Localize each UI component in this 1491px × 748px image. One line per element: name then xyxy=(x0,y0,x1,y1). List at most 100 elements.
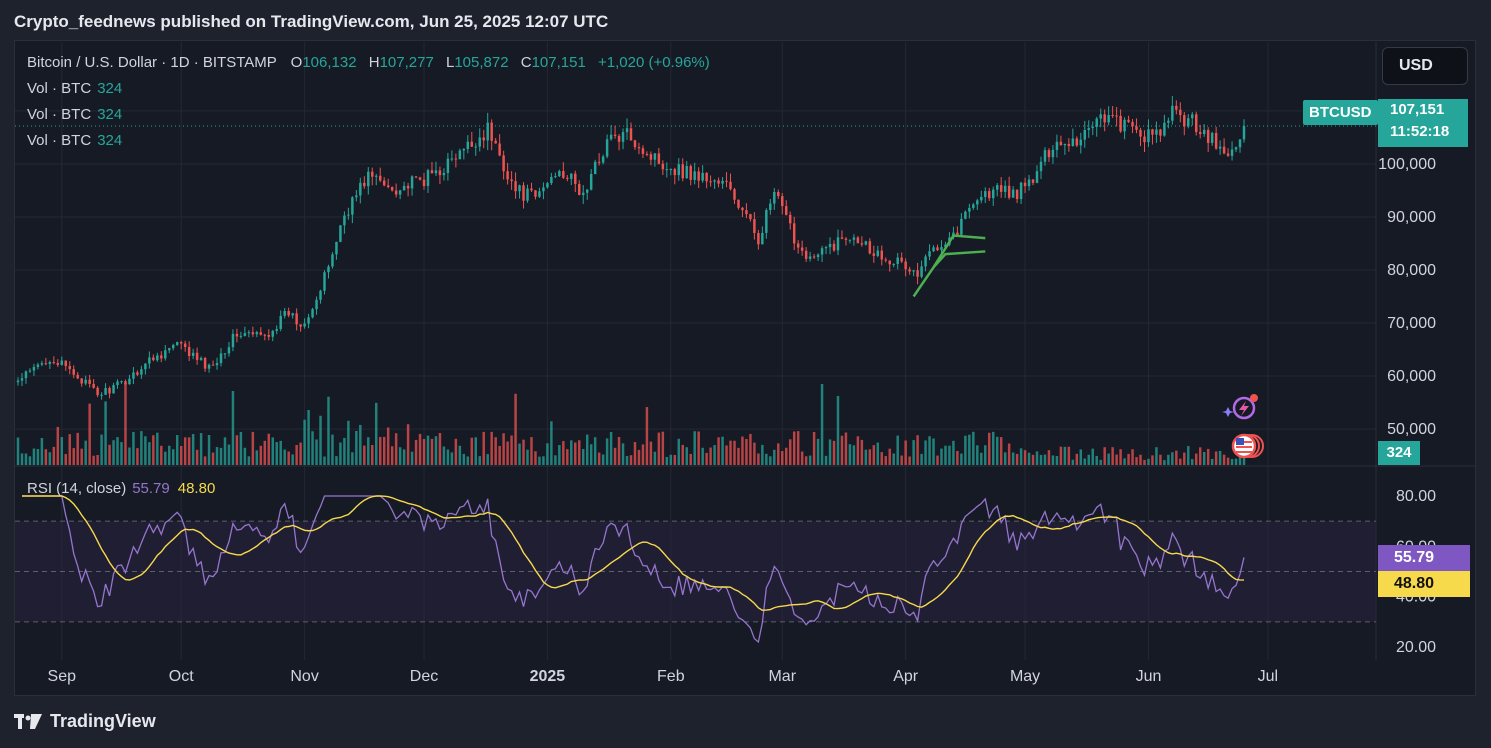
volume-bar xyxy=(179,446,183,465)
volume-bar xyxy=(458,445,462,465)
volume-bar xyxy=(239,431,243,465)
candle xyxy=(371,171,374,177)
candle xyxy=(1047,150,1051,158)
volume-bar xyxy=(418,433,422,465)
candle xyxy=(701,172,704,181)
volume-bar xyxy=(219,447,223,465)
candle xyxy=(343,215,346,226)
volume-bar xyxy=(108,444,111,465)
us-flag-icon[interactable] xyxy=(1231,433,1264,459)
candle xyxy=(1039,161,1043,172)
candle xyxy=(156,355,159,361)
candle xyxy=(1051,149,1055,158)
candle xyxy=(458,150,462,160)
candle xyxy=(1071,138,1075,147)
lightning-icon[interactable] xyxy=(1222,394,1258,420)
volume-bar xyxy=(1079,449,1083,465)
ticker-label: BTCUSD xyxy=(1303,100,1378,125)
volume-bar xyxy=(753,442,756,465)
candle xyxy=(828,243,832,248)
candle xyxy=(152,357,155,361)
volume-bar xyxy=(1194,453,1198,465)
candle xyxy=(570,173,573,179)
volume-bar xyxy=(112,440,115,465)
volume-bar xyxy=(215,447,219,465)
candle xyxy=(1027,179,1031,187)
volume-bar xyxy=(554,455,557,465)
volume-bar xyxy=(1047,450,1051,465)
candle xyxy=(474,146,477,148)
tradingview-logo[interactable]: TradingView xyxy=(14,711,156,732)
volume-bar xyxy=(637,449,641,465)
pattern-line xyxy=(912,234,986,298)
candle xyxy=(1123,119,1126,132)
candle xyxy=(510,179,513,182)
volume-bar xyxy=(24,453,28,465)
candle xyxy=(450,158,454,160)
volume-bar xyxy=(518,443,521,465)
volume-legend: Vol · BTC 324 xyxy=(27,132,122,149)
volume-bar xyxy=(550,421,553,465)
candle xyxy=(968,207,971,212)
candle xyxy=(1135,126,1138,130)
candle xyxy=(995,185,999,190)
volume-bar xyxy=(769,456,772,465)
volume-bar xyxy=(430,438,434,465)
candle xyxy=(494,140,497,144)
candle xyxy=(291,313,294,316)
volume-bar xyxy=(729,440,732,465)
volume-bar xyxy=(343,437,346,465)
candle xyxy=(195,352,199,360)
volume-bar xyxy=(940,448,943,465)
candle xyxy=(259,332,263,335)
volume-bar xyxy=(502,433,505,465)
candle xyxy=(629,128,633,141)
candle xyxy=(872,253,876,256)
candle xyxy=(653,153,657,160)
candle xyxy=(434,170,438,174)
candle xyxy=(988,191,991,199)
candle xyxy=(40,363,44,365)
price-tick-label: 60,000 xyxy=(1387,368,1436,385)
candle xyxy=(1011,189,1015,198)
candle xyxy=(116,381,119,386)
candle xyxy=(876,250,880,256)
volume-bar xyxy=(669,454,673,465)
rsi-line xyxy=(21,495,1245,644)
volume-bar xyxy=(20,453,24,465)
candle xyxy=(721,180,724,184)
candle xyxy=(470,141,474,147)
volume-bar xyxy=(367,437,370,465)
volume-bar xyxy=(335,456,338,465)
events-markers[interactable] xyxy=(1222,393,1266,463)
candle xyxy=(1183,115,1186,127)
volume-label: Vol · BTC xyxy=(27,80,92,97)
volume-bar xyxy=(140,431,143,465)
volume-bar xyxy=(816,438,820,465)
volume-bar xyxy=(199,433,203,465)
candle xyxy=(566,177,569,179)
volume-bar xyxy=(1039,454,1043,465)
candle xyxy=(944,244,947,248)
volume-bar xyxy=(255,450,259,465)
candle xyxy=(315,299,318,310)
candle xyxy=(279,315,282,330)
volume-bar xyxy=(976,445,979,465)
volume-bars xyxy=(16,383,1246,465)
low-label: L xyxy=(446,54,455,71)
candle xyxy=(124,381,127,385)
candle xyxy=(1151,129,1154,135)
candle xyxy=(136,372,139,375)
time-tick-label: Nov xyxy=(290,668,318,685)
volume-bar xyxy=(247,456,251,465)
volume-bar xyxy=(92,455,95,465)
volume-bar xyxy=(796,431,800,465)
candle xyxy=(848,239,852,241)
candle xyxy=(808,256,812,259)
volume-bar xyxy=(808,455,812,465)
volume-bar xyxy=(1035,451,1039,465)
currency-button[interactable]: USD xyxy=(1382,47,1468,85)
volume-bar xyxy=(378,437,382,465)
tradingview-icon xyxy=(14,713,42,729)
